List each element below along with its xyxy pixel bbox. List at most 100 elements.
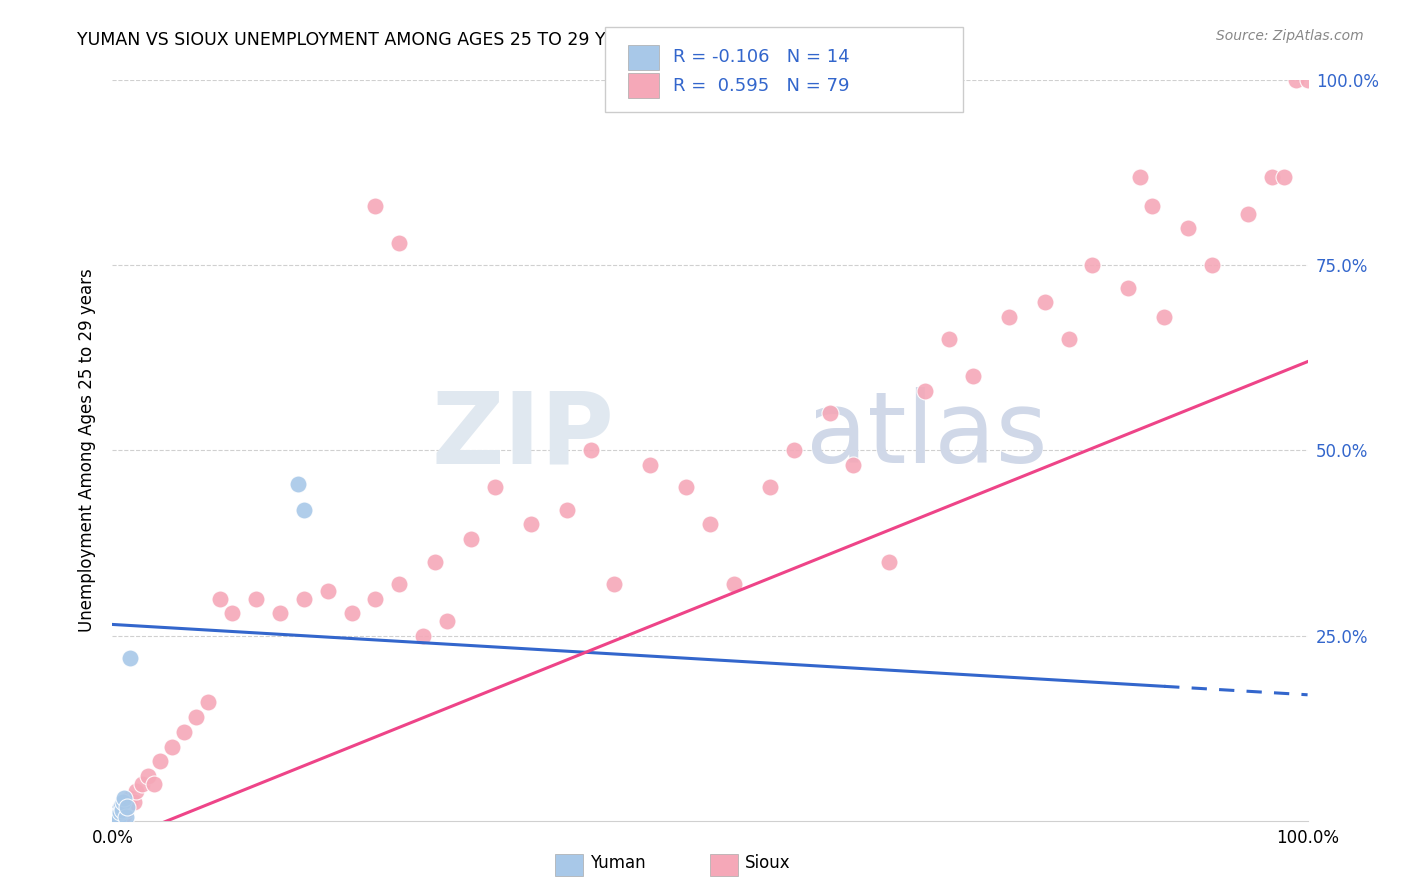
Point [388, 236, 411, 251]
Point [436, 614, 458, 628]
Point [138, 769, 160, 783]
Point [110, 810, 132, 824]
Point [114, 808, 135, 822]
Point [107, 803, 129, 817]
Point [292, 502, 315, 516]
Point [818, 407, 841, 421]
Point [112, 795, 135, 809]
Text: ZIP: ZIP [432, 387, 614, 484]
Text: Sioux: Sioux [745, 854, 790, 871]
Point [104, 806, 127, 821]
Point [107, 809, 129, 823]
Point [1285, 73, 1308, 87]
Point [162, 739, 183, 754]
Text: Yuman: Yuman [591, 854, 647, 871]
Point [879, 555, 901, 569]
Point [1177, 221, 1199, 235]
Point [364, 199, 387, 213]
Point [460, 533, 482, 547]
Point [1057, 332, 1080, 346]
Point [125, 784, 148, 798]
Point [111, 800, 134, 814]
Point [114, 803, 136, 817]
Point [103, 812, 125, 826]
Point [105, 805, 128, 819]
Point [221, 607, 243, 621]
Point [962, 369, 984, 384]
Point [287, 476, 309, 491]
Point [120, 795, 142, 809]
Point [579, 443, 602, 458]
Point [112, 811, 135, 825]
Point [122, 795, 145, 809]
Point [105, 807, 128, 822]
Point [149, 755, 172, 769]
Point [1153, 310, 1175, 325]
Point [1081, 259, 1104, 273]
Point [425, 555, 447, 569]
Point [120, 791, 142, 805]
Point [388, 576, 411, 591]
Point [675, 480, 697, 494]
Point [555, 502, 578, 516]
Point [112, 806, 135, 821]
Point [269, 607, 291, 621]
Point [120, 650, 142, 665]
Text: R = -0.106   N = 14: R = -0.106 N = 14 [673, 48, 851, 66]
Point [640, 458, 662, 473]
Point [1033, 295, 1056, 310]
Point [340, 607, 363, 621]
Text: YUMAN VS SIOUX UNEMPLOYMENT AMONG AGES 25 TO 29 YEARS CORRELATION CHART: YUMAN VS SIOUX UNEMPLOYMENT AMONG AGES 2… [77, 31, 846, 49]
Point [105, 808, 128, 822]
Point [115, 800, 138, 814]
Point [1118, 280, 1140, 294]
Point [108, 807, 131, 822]
Point [108, 805, 131, 819]
Point [107, 812, 129, 826]
Point [114, 810, 136, 824]
Point [1129, 169, 1152, 184]
Point [197, 695, 219, 709]
Point [108, 812, 131, 826]
Point [111, 803, 134, 817]
Point [110, 805, 132, 819]
Point [105, 806, 128, 821]
Point [114, 791, 135, 805]
Y-axis label: Unemployment Among Ages 25 to 29 years: Unemployment Among Ages 25 to 29 years [77, 268, 96, 632]
Text: Source: ZipAtlas.com: Source: ZipAtlas.com [1216, 29, 1364, 43]
Point [1296, 73, 1319, 87]
Point [723, 576, 745, 591]
Point [316, 584, 339, 599]
Point [105, 811, 128, 825]
Point [111, 807, 134, 822]
Point [364, 591, 387, 606]
Point [1237, 206, 1260, 220]
Point [143, 776, 166, 791]
Point [842, 458, 865, 473]
Point [292, 591, 315, 606]
Point [209, 591, 232, 606]
Point [520, 517, 543, 532]
Point [1261, 169, 1284, 184]
Point [1142, 199, 1164, 213]
Point [699, 517, 721, 532]
Point [914, 384, 936, 399]
Point [105, 810, 128, 824]
Point [131, 776, 153, 791]
Point [104, 810, 127, 824]
Point [1272, 169, 1295, 184]
Text: R =  0.595   N = 79: R = 0.595 N = 79 [673, 77, 851, 95]
Point [603, 576, 626, 591]
Point [115, 797, 138, 812]
Point [186, 710, 208, 724]
Point [245, 591, 267, 606]
Point [110, 798, 132, 813]
Point [412, 628, 434, 642]
Text: atlas: atlas [806, 387, 1047, 484]
Point [484, 480, 506, 494]
Point [114, 798, 135, 813]
Point [759, 480, 782, 494]
Point [173, 724, 195, 739]
Point [998, 310, 1021, 325]
Point [782, 443, 804, 458]
